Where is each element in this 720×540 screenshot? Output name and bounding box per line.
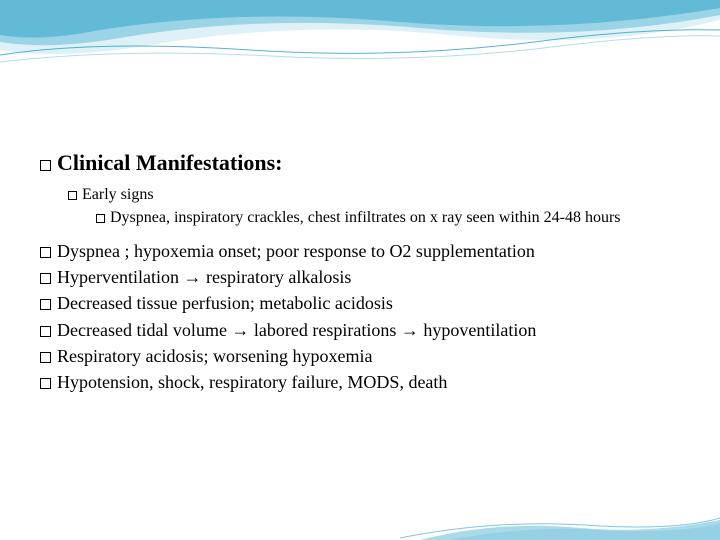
- bullet-box-icon: [40, 273, 51, 284]
- heading: Clinical Manifestations:: [40, 150, 680, 176]
- bullet-box-icon: [40, 326, 51, 337]
- sub-item-early-signs: Early signs: [68, 186, 680, 204]
- sub1-text: Early signs: [82, 186, 154, 203]
- bullet-box-icon: [40, 299, 51, 310]
- bullet-box-icon: [40, 352, 51, 363]
- item-text: Hyperventilation → respiratory alkalosis: [57, 267, 351, 287]
- list-item: Decreased tissue perfusion; metabolic ac…: [40, 291, 680, 315]
- wave-decoration-top: [0, 0, 720, 120]
- list-item: Decreased tidal volume → labored respira…: [40, 318, 680, 342]
- heading-text: Clinical Manifestations:: [57, 150, 283, 175]
- bullet-box-icon: [40, 378, 51, 389]
- bullet-box-icon: [96, 214, 105, 223]
- item-text: Decreased tissue perfusion; metabolic ac…: [57, 293, 393, 313]
- slide-content: Clinical Manifestations: Early signs Dys…: [40, 150, 680, 397]
- bullet-box-icon: [40, 160, 51, 171]
- item-text: Decreased tidal volume → labored respira…: [57, 320, 536, 340]
- list-item: Dyspnea ; hypoxemia onset; poor response…: [40, 239, 680, 263]
- list-item: Hyperventilation → respiratory alkalosis: [40, 265, 680, 289]
- sub2-text: Dyspnea, inspiratory crackles, chest inf…: [110, 209, 621, 226]
- wave-decoration-bottom: [0, 480, 720, 540]
- list-item: Respiratory acidosis; worsening hypoxemi…: [40, 344, 680, 368]
- bullet-box-icon: [68, 191, 77, 200]
- item-text: Respiratory acidosis; worsening hypoxemi…: [57, 346, 372, 366]
- item-text: Hypotension, shock, respiratory failure,…: [57, 372, 447, 392]
- bullet-box-icon: [40, 247, 51, 258]
- list-item: Hypotension, shock, respiratory failure,…: [40, 370, 680, 394]
- sub-sub-item: Dyspnea, inspiratory crackles, chest inf…: [96, 208, 680, 229]
- item-text: Dyspnea ; hypoxemia onset; poor response…: [57, 241, 535, 261]
